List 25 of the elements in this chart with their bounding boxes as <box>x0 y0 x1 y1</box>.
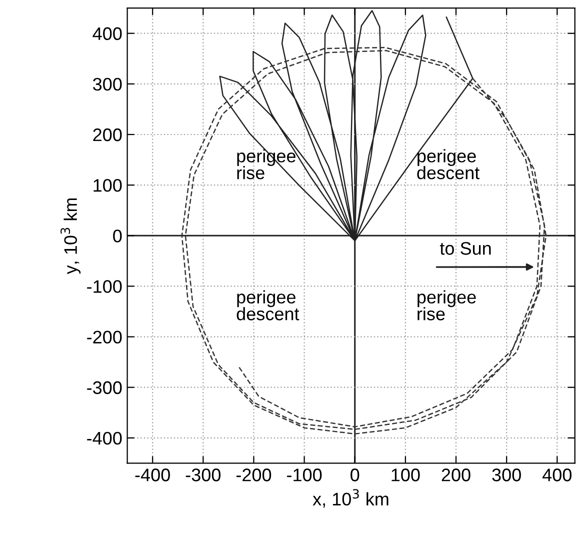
x-tick-label: -100 <box>287 468 322 482</box>
x-tick-label: -400 <box>135 468 170 482</box>
annotation: perigee descent <box>236 290 300 320</box>
y-tick-label: 0 <box>113 230 122 242</box>
y-tick-label: -100 <box>87 280 122 293</box>
x-tick-label: 300 <box>492 468 521 482</box>
x-tick-label: 0 <box>350 468 360 482</box>
x-axis-title: x, 10$^{3}$ km <box>312 489 388 508</box>
line-series <box>181 46 547 435</box>
x-tick-label: -200 <box>236 468 272 482</box>
y-tick-label: 100 <box>94 179 122 192</box>
y-axis-title: y, 10$^{3}$ km <box>60 198 81 274</box>
x-tick-label: 100 <box>392 468 420 482</box>
y-tick-label: -400 <box>87 432 122 445</box>
x-tick-label: -300 <box>186 468 221 482</box>
y-tick-label: 200 <box>93 128 122 142</box>
annotation: perigee rise <box>418 290 476 320</box>
x-tick-label: 200 <box>442 468 470 482</box>
y-tick-label: -300 <box>87 381 122 394</box>
y-tick-label: 300 <box>93 78 122 91</box>
x-tick-label: 400 <box>542 468 572 482</box>
y-tick-label: 400 <box>92 27 122 40</box>
annotation: perigee descent <box>417 149 480 180</box>
y-tick-label: -200 <box>87 330 122 344</box>
annotation: to Sun <box>440 242 491 255</box>
